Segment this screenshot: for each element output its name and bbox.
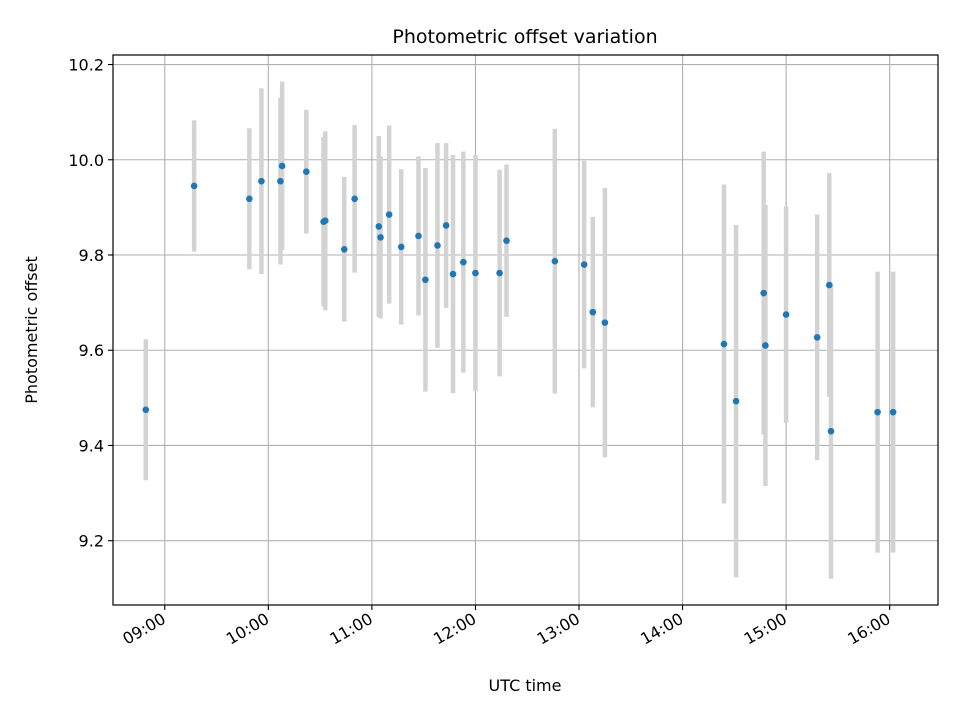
y-tick-label: 10.2 [68, 56, 104, 75]
grid-lines [113, 55, 938, 605]
data-point [580, 261, 588, 268]
data-point [397, 243, 405, 251]
y-tick-label: 9.4 [79, 436, 104, 455]
y-tick-label: 9.6 [79, 341, 104, 360]
data-point [782, 311, 790, 318]
data-point [760, 289, 767, 297]
data-point [375, 223, 383, 230]
data-point [385, 211, 393, 218]
chart-title: Photometric offset variation [392, 26, 657, 48]
data-point [825, 281, 833, 289]
data-point [589, 308, 597, 316]
data-point [496, 269, 503, 277]
data-point [422, 276, 429, 284]
data-point [449, 270, 457, 278]
data-point [277, 177, 284, 185]
data-point [732, 397, 740, 405]
data-point [303, 168, 310, 175]
data-point [827, 427, 835, 435]
data-point [340, 245, 348, 253]
data-points [142, 162, 897, 435]
data-point [813, 334, 821, 341]
plot-area [113, 55, 938, 605]
data-point [762, 342, 769, 349]
data-point [278, 162, 286, 170]
data-point [551, 257, 559, 265]
data-point [442, 222, 450, 229]
data-point [190, 182, 198, 190]
y-axis-ticks: 9.2 9.4 9.6 9.8 10.0 10.2 [68, 56, 113, 551]
data-point [142, 406, 150, 414]
data-point [503, 237, 510, 245]
plot-frame [112, 54, 939, 606]
data-point [321, 217, 329, 225]
y-axis-title: Photometric offset [22, 256, 41, 404]
data-point [415, 232, 422, 240]
data-point [889, 408, 897, 416]
y-tick-label: 9.2 [79, 532, 104, 551]
data-point [258, 177, 265, 185]
y-tick-label: 10.0 [68, 151, 104, 170]
data-point [472, 269, 479, 277]
x-axis-title: UTC time [489, 676, 562, 695]
data-point [460, 258, 467, 266]
data-point [601, 319, 609, 326]
data-point [434, 242, 441, 249]
data-point [720, 340, 728, 348]
data-point [351, 195, 358, 203]
data-point [246, 195, 253, 203]
y-tick-label: 9.8 [79, 246, 104, 265]
data-point [377, 234, 384, 241]
data-point [874, 408, 881, 416]
